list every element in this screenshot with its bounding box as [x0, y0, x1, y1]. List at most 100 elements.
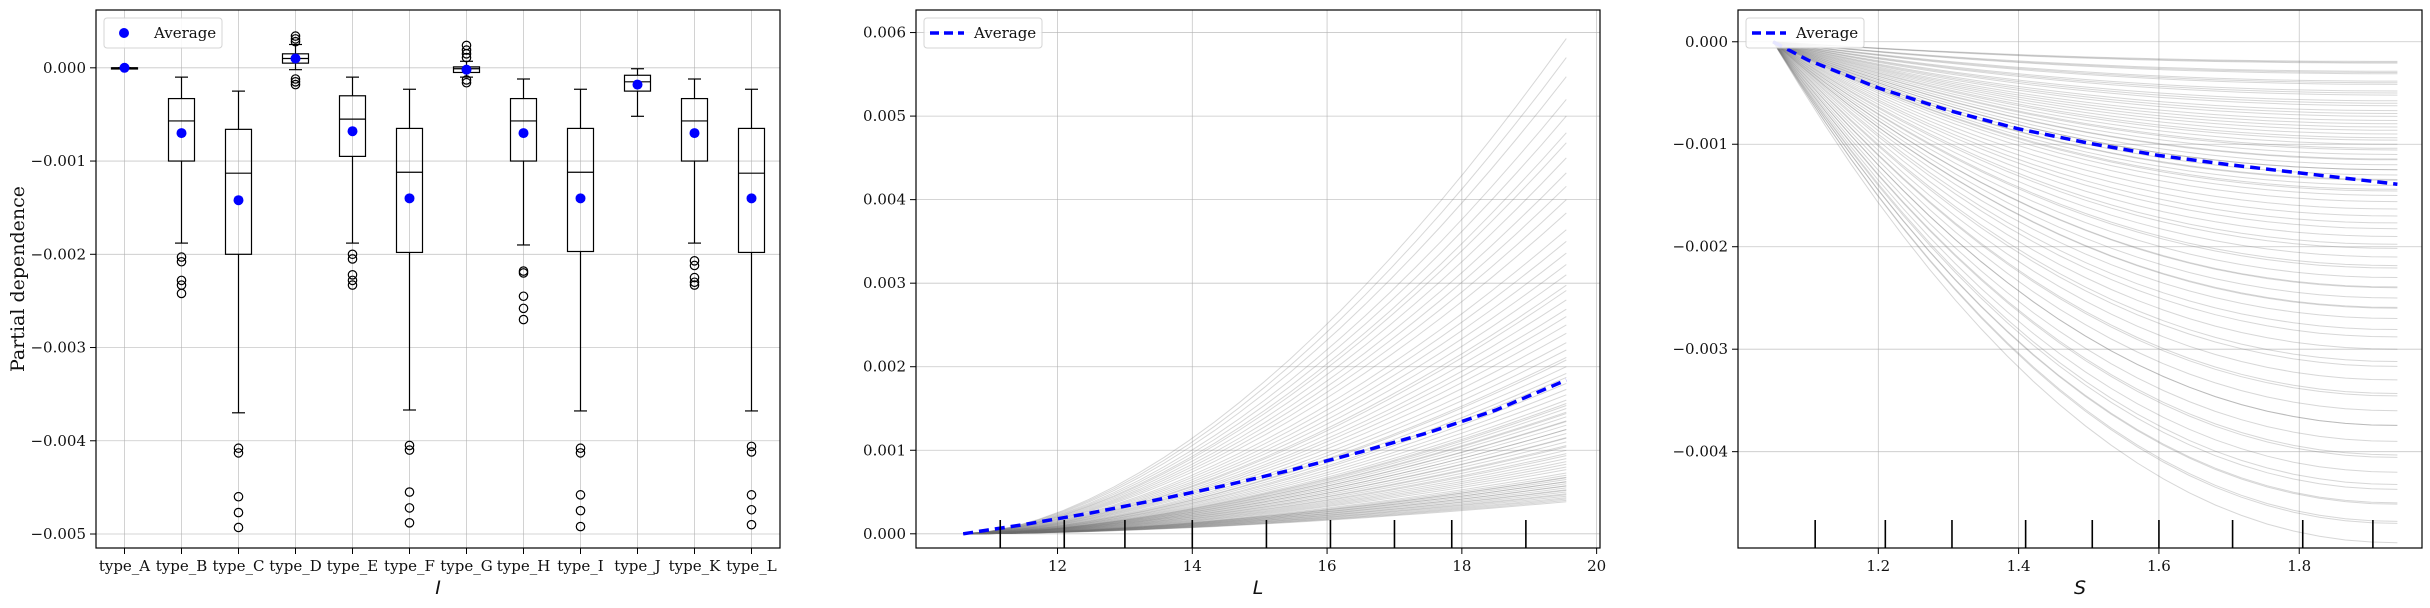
- outlier-point: [461, 77, 472, 88]
- outlier-point: [290, 34, 301, 44]
- outlier-point: [575, 443, 586, 454]
- box-type_J: [623, 68, 652, 117]
- box-iqr: [680, 97, 709, 162]
- box-type_A: [110, 62, 139, 73]
- box-type_G: [452, 40, 481, 88]
- ice-line: [1772, 41, 2398, 210]
- outlier-point: [746, 504, 757, 515]
- x-tick-label: 18: [1452, 557, 1471, 575]
- ice-line: [1773, 41, 2398, 104]
- y-tick-label: 0.006: [863, 24, 906, 42]
- mean-point: [518, 128, 529, 139]
- ice-line: [1772, 41, 2398, 269]
- ice-line: [1772, 41, 2398, 367]
- outlier-point: [575, 448, 586, 458]
- ice-line: [1772, 41, 2398, 117]
- ice-line: [1772, 41, 2398, 309]
- ice-line: [1772, 41, 2398, 151]
- outlier-point: [689, 256, 700, 266]
- y-tick-label: 0.003: [863, 274, 906, 292]
- x-tick-label: type_L: [726, 557, 776, 575]
- x-tick-label: type_K: [669, 557, 721, 575]
- outlier-point: [404, 518, 415, 528]
- box-type_C: [224, 90, 253, 533]
- box-type_L: [737, 88, 766, 530]
- ice-line: [1773, 41, 2398, 82]
- ice-line: [1772, 41, 2398, 149]
- outlier-point: [746, 490, 757, 500]
- outlier-point: [347, 254, 358, 264]
- ice-line: [1772, 41, 2398, 442]
- x-tick-label: type_J: [614, 557, 661, 575]
- x-tick-label: type_A: [99, 557, 150, 575]
- y-tick-label: −0.004: [30, 432, 86, 450]
- outlier-point: [746, 441, 757, 452]
- ice-line: [1773, 41, 2398, 92]
- ice-line: [1772, 41, 2398, 155]
- legend-label: Average: [153, 24, 216, 42]
- box-iqr: [167, 97, 196, 162]
- y-tick-label: 0.002: [863, 358, 906, 376]
- outlier-point: [575, 490, 586, 500]
- outlier-point: [461, 40, 472, 51]
- outlier-point: [518, 314, 529, 325]
- panel-box-plot: 0.000 −0.001 −0.002 −0.003 −0.004 −0.005 type_…: [7, 9, 781, 599]
- ice-line: [1772, 41, 2398, 456]
- x-tick-label: type_B: [156, 557, 208, 575]
- legend-box: [1745, 17, 1865, 49]
- legend-marker: [119, 28, 129, 38]
- ice-line: [1773, 41, 2398, 73]
- x-tick-label: type_G: [440, 557, 492, 575]
- outlier-point: [404, 503, 415, 513]
- y-tick-label: 0.004: [863, 191, 906, 209]
- mean-point: [404, 193, 415, 204]
- x-tick-label: type_F: [384, 557, 435, 575]
- box-type_E: [338, 76, 367, 290]
- outlier-point: [689, 277, 700, 288]
- ice-line: [1772, 41, 2398, 426]
- y-tick-label: −0.003: [1672, 340, 1728, 358]
- ice-line: [1772, 41, 2398, 330]
- ice-lines: [1772, 41, 2398, 544]
- panel-ice-s: 0.000 −0.001 −0.002 −0.003 −0.004 1.2 1.4 1.6 1.…: [1672, 9, 2423, 599]
- outlier-point: [461, 45, 472, 55]
- ice-line: [1773, 41, 2398, 62]
- ice-line: [1772, 41, 2398, 426]
- ice-line: [1773, 41, 2398, 75]
- ice-line: [963, 142, 1567, 535]
- ice-line: [963, 241, 1567, 535]
- outlier-point: [290, 74, 301, 84]
- outlier-point: [746, 447, 757, 457]
- ice-line: [1772, 41, 2398, 258]
- panel-ice-l: 0.000 0.001 0.002 0.003 0.004 0.005 0.006 12 14 1…: [863, 9, 1606, 599]
- x-tick-label: 20: [1587, 557, 1606, 575]
- ice-line: [963, 76, 1567, 535]
- x-tick-label: 16: [1318, 557, 1337, 575]
- box-type_K: [680, 78, 709, 290]
- x-tick-label: type_H: [497, 557, 551, 575]
- ice-line: [1773, 41, 2398, 63]
- mean-point: [575, 193, 586, 204]
- outlier-point: [404, 487, 415, 497]
- ice-line: [1772, 41, 2398, 171]
- ice-line: [1772, 41, 2398, 505]
- y-tick-label: −0.003: [30, 339, 86, 357]
- y-tick-label: −0.002: [1672, 238, 1728, 256]
- x-tick-label: 1.4: [2007, 557, 2031, 575]
- mean-point: [347, 126, 358, 137]
- outlier-point: [689, 280, 700, 290]
- outlier-point: [518, 303, 529, 314]
- outlier-point: [518, 291, 529, 302]
- plot-area: [1738, 10, 2422, 548]
- ice-line: [1772, 41, 2398, 139]
- ice-line: [1773, 41, 2398, 72]
- box-type_I: [566, 88, 595, 532]
- ice-line: [1773, 41, 2398, 84]
- x-tick-label: type_I: [557, 557, 603, 575]
- x-tick-label: type_C: [213, 557, 265, 575]
- ice-line: [1772, 41, 2398, 362]
- outlier-point: [176, 252, 187, 262]
- mean-point: [233, 195, 244, 206]
- plot-area: [916, 10, 1600, 548]
- box-type_H: [509, 78, 538, 325]
